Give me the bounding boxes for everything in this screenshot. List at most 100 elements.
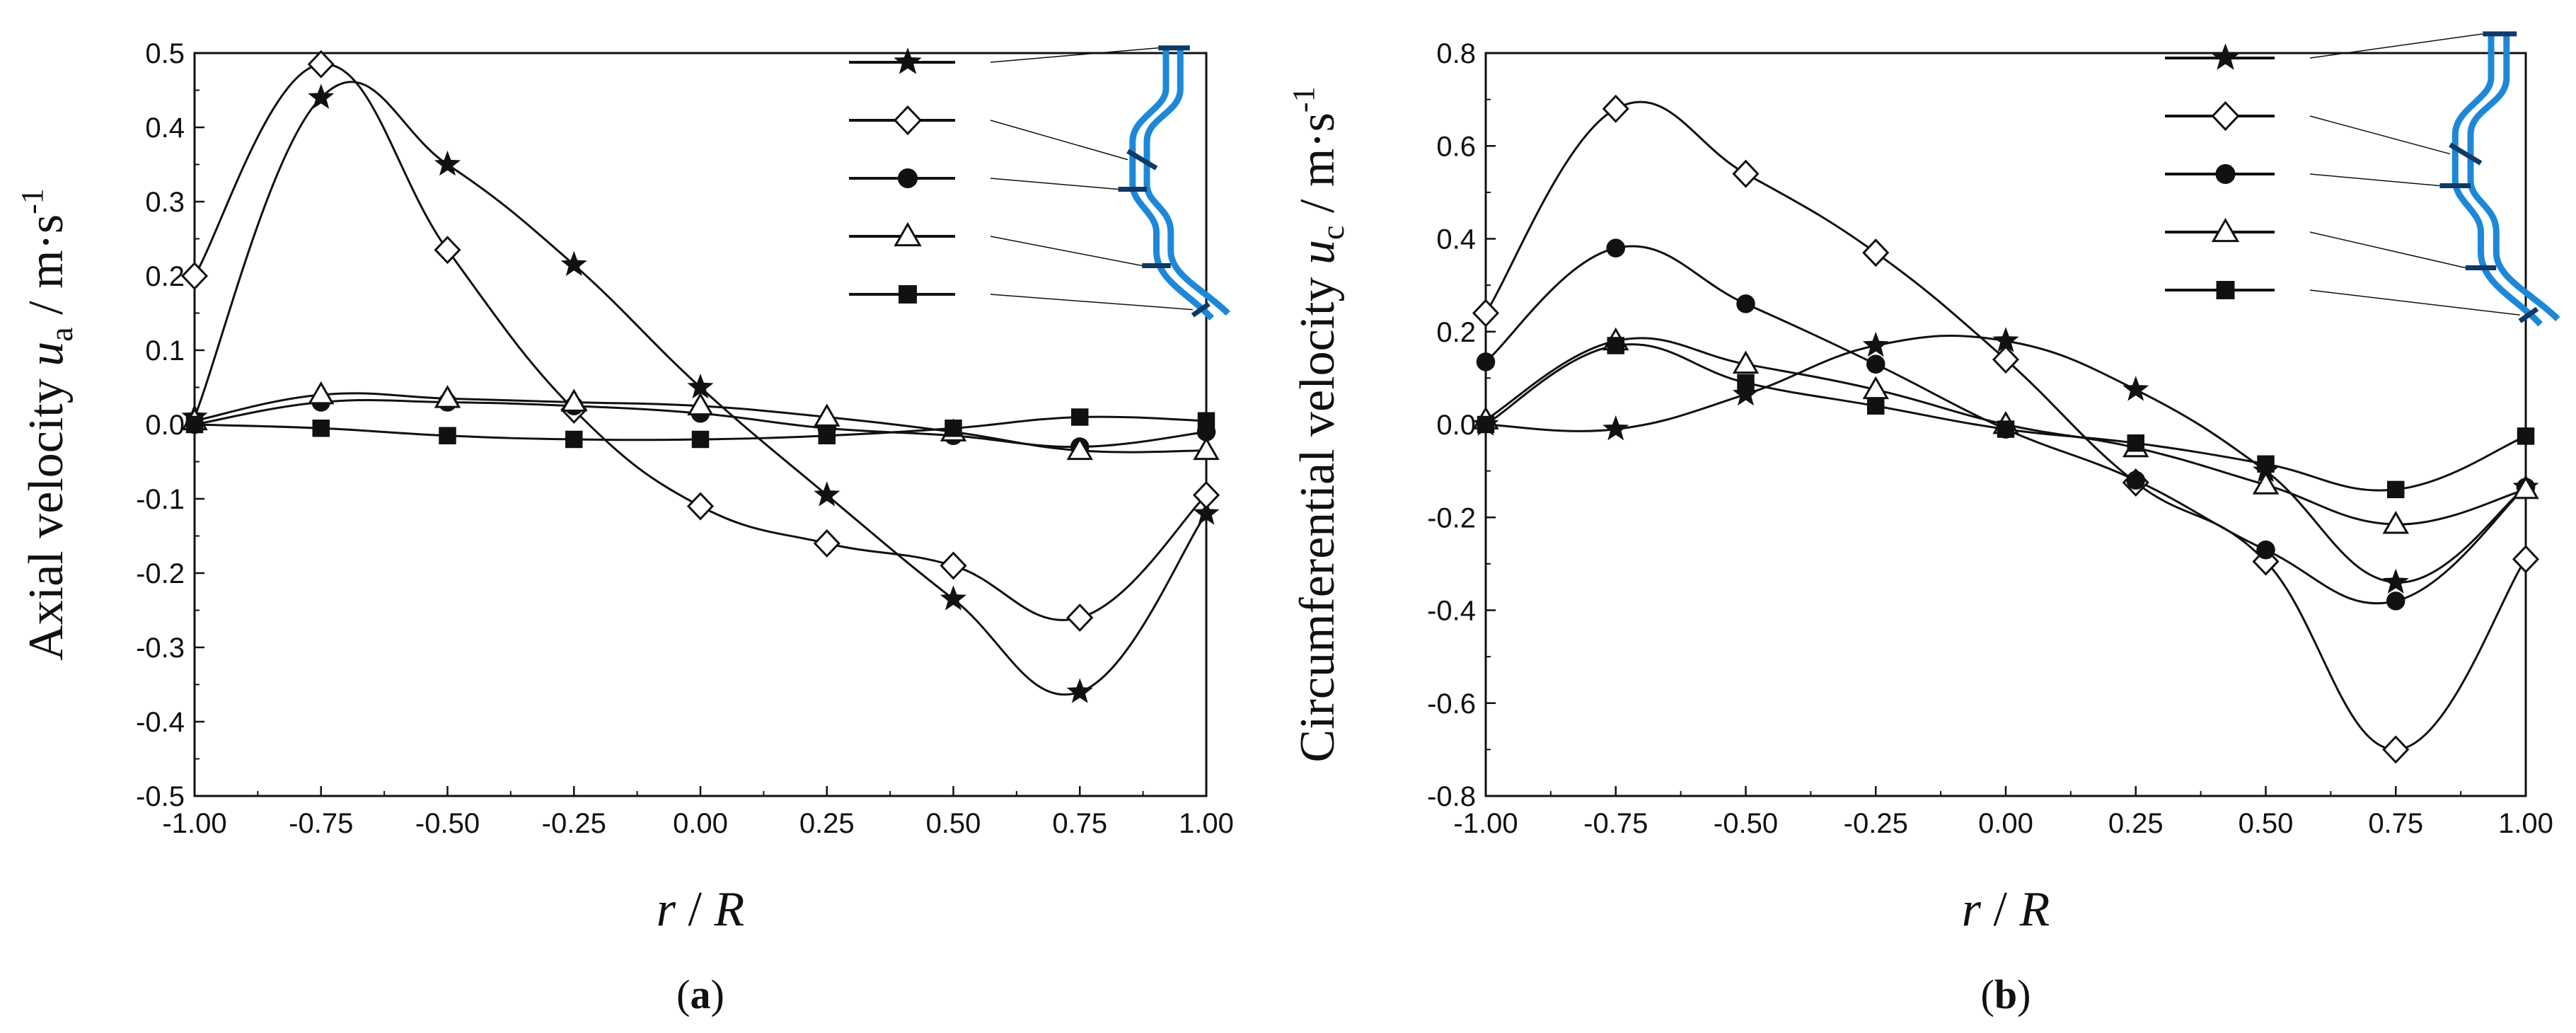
legend-marker-triangle <box>2211 217 2240 243</box>
data-point-diamond <box>2512 545 2540 574</box>
data-point-square <box>312 420 330 437</box>
x-tick-label: -0.50 <box>415 808 480 839</box>
x-tick-label: 0.50 <box>926 808 981 839</box>
data-point-circle <box>2126 471 2146 490</box>
data-point-square <box>691 430 710 449</box>
leader-line <box>2309 33 2483 59</box>
data-point-square <box>1071 408 1089 426</box>
y-tick-label: -0.5 <box>136 781 185 812</box>
y-tick-label: 0.1 <box>145 335 185 367</box>
legend-marker-circle <box>2215 163 2236 185</box>
data-point-diamond <box>1066 603 1094 633</box>
data-point-diamond <box>686 492 715 521</box>
x-axis-label: r / R <box>657 882 744 937</box>
legend-marker-square <box>2216 281 2235 299</box>
y-tick-label: 0.2 <box>145 261 185 292</box>
x-tick-label: -0.25 <box>542 808 606 839</box>
legend <box>849 47 955 304</box>
x-tick-label: 0.00 <box>1978 808 2033 839</box>
y-tick-label: -0.3 <box>136 633 185 664</box>
data-point-diamond <box>307 50 335 79</box>
data-point-triangle <box>2252 471 2280 495</box>
data-point-diamond <box>1862 238 1890 267</box>
chart-panel-a: -1.00 -0.75 -0.50 -0.25 0.00 0.25 0.50 0.75 1.00… <box>15 38 1234 1017</box>
legend-marker-square <box>899 285 917 304</box>
pipe-inner-wall <box>1129 46 1215 321</box>
data-point-star <box>2122 376 2149 401</box>
data-point-diamond <box>180 261 209 291</box>
data-point-square <box>1477 415 1495 434</box>
data-point-diamond <box>813 529 841 558</box>
data-point-triangle <box>2382 510 2409 534</box>
data-point-triangle <box>1066 437 1093 461</box>
x-tick-label: -0.50 <box>1714 808 1778 839</box>
data-point-square <box>818 427 836 444</box>
y-tick-label: 0.8 <box>1436 38 1476 69</box>
data-point-diamond <box>434 236 461 265</box>
data-point-diamond <box>1472 299 1500 328</box>
legend-marker-circle <box>897 168 918 189</box>
legend-marker-star <box>894 47 922 74</box>
leader-line <box>2309 173 2440 187</box>
data-point-star <box>434 150 461 176</box>
data-point-triangle <box>560 388 587 412</box>
x-tick-label: 0.50 <box>2239 808 2294 839</box>
data-point-triangle <box>687 392 714 416</box>
legend-marker-star <box>2211 43 2240 70</box>
legend-marker-diamond <box>2211 100 2240 132</box>
x-tick-label: 0.25 <box>2108 808 2164 839</box>
data-point-star <box>308 83 335 109</box>
x-tick-label: -1.00 <box>1453 808 1518 839</box>
data-point-star <box>1066 678 1093 703</box>
data-point-triangle <box>814 403 841 427</box>
series-line-star <box>1485 334 2526 584</box>
data-point-star <box>1862 331 1889 357</box>
data-point-diamond <box>940 551 967 580</box>
data-point-circle <box>1866 354 1885 374</box>
x-tick-label: 0.75 <box>2368 808 2423 839</box>
leader-line <box>2309 231 2466 269</box>
x-tick-label: -0.75 <box>289 808 353 839</box>
chart-panel-b: -1.00 -0.75 -0.50 -0.25 0.00 0.25 0.50 0.75 1.00… <box>1286 31 2560 1017</box>
x-tick-label: 0.25 <box>799 808 855 839</box>
data-point-star <box>1732 380 1760 406</box>
data-point-circle <box>2386 591 2405 611</box>
pipe-inner-wall <box>2451 32 2543 327</box>
data-point-triangle <box>434 385 461 408</box>
plot-frame <box>193 52 1208 797</box>
leader-line <box>2309 115 2451 155</box>
pipe-schematic <box>990 45 1230 321</box>
y-tick-label: -0.8 <box>1427 781 1476 812</box>
data-point-square <box>565 430 583 449</box>
data-point-square <box>185 415 204 434</box>
series-line-diamond <box>193 63 1208 621</box>
data-point-triangle <box>2512 475 2539 500</box>
data-point-star <box>814 481 841 507</box>
legend-marker-diamond <box>893 105 923 136</box>
data-point-triangle <box>1193 437 1220 461</box>
x-tick-label: 1.00 <box>1179 808 1234 839</box>
y-tick-label: 0.0 <box>145 410 185 441</box>
y-tick-label: -0.2 <box>1427 502 1476 533</box>
leader-line <box>990 178 1119 190</box>
x-tick-label: 0.75 <box>1052 808 1107 839</box>
data-point-diamond <box>2382 735 2410 764</box>
legend-marker-triangle <box>894 221 922 247</box>
data-point-triangle <box>308 381 335 405</box>
section-mark <box>1191 301 1211 318</box>
data-point-square <box>1197 412 1215 429</box>
data-point-square <box>439 427 456 444</box>
x-tick-label: 0.00 <box>673 808 728 839</box>
x-tick-label: -1.00 <box>162 808 226 839</box>
y-tick-label: 0.3 <box>145 187 185 218</box>
y-axis-label: Axial velocity ua / m·s-1 <box>15 188 79 661</box>
data-point-square <box>1997 420 2015 438</box>
data-point-star <box>1992 327 2019 352</box>
data-point-circle <box>1476 352 1496 371</box>
data-point-star <box>2382 568 2409 594</box>
y-tick-label: -0.4 <box>1427 596 1476 627</box>
y-tick-label: 0.2 <box>1436 317 1476 348</box>
section-mark <box>2449 142 2483 166</box>
y-tick-label: -0.2 <box>136 558 185 589</box>
